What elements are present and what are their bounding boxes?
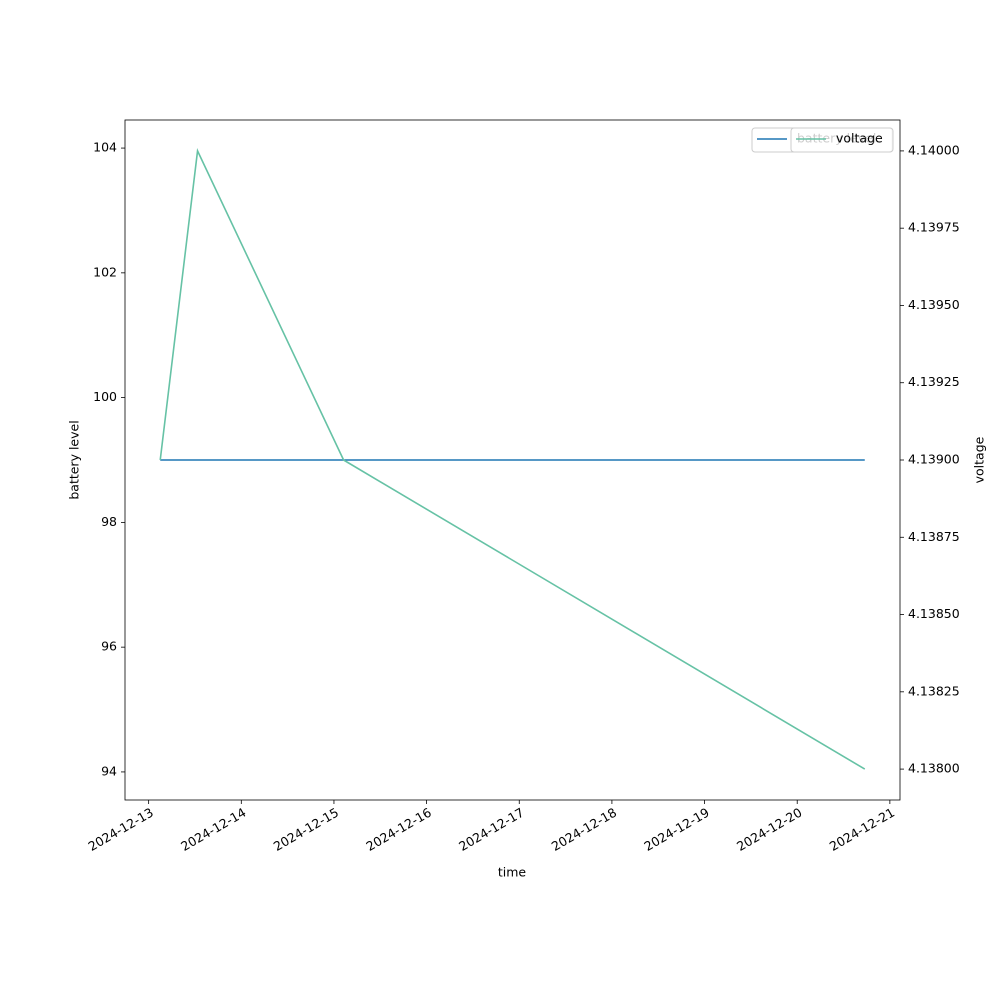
x-tick-label: 2024-12-18 (549, 805, 619, 854)
y-tick-label: 104 (93, 140, 117, 155)
y2-tick-label: 4.13850 (908, 606, 960, 621)
x-tick-label: 2024-12-13 (85, 805, 155, 854)
x-tick-label: 2024-12-15 (271, 805, 341, 854)
x-axis-label: time (498, 865, 527, 880)
legend: voltage (790, 127, 894, 153)
series-line (159, 148, 866, 770)
y2-tick-label: 4.13825 (908, 683, 960, 698)
y2-tick-label: 4.13800 (908, 761, 960, 776)
legend-box (790, 127, 894, 153)
plot-frame (124, 119, 901, 801)
x-tick-label: 2024-12-17 (456, 805, 526, 854)
x-tick-label: 2024-12-14 (178, 805, 248, 854)
y2-tick-label: 4.14000 (908, 142, 960, 157)
y-tick-label: 102 (93, 264, 117, 279)
x-tick-label: 2024-12-16 (363, 805, 433, 854)
x-tick-label: 2024-12-21 (827, 805, 897, 854)
x-tick-label: 2024-12-20 (734, 805, 804, 854)
y2-tick-label: 4.13950 (908, 297, 960, 312)
y-tick-label: 98 (101, 514, 117, 529)
y-axis-label: battery level (67, 420, 82, 499)
y2-tick-label: 4.13875 (908, 529, 960, 544)
y2-tick-label: 4.13925 (908, 374, 960, 389)
y2-tick-label: 4.13975 (908, 220, 960, 235)
legend-label: voltage (836, 131, 883, 146)
y2-tick-label: 4.13900 (908, 452, 960, 467)
y-tick-label: 94 (101, 763, 117, 778)
y2-axis-label: voltage (972, 436, 987, 483)
x-tick-label: 2024-12-19 (641, 805, 711, 854)
y-tick-label: 100 (93, 389, 117, 404)
y-tick-label: 96 (101, 639, 117, 654)
